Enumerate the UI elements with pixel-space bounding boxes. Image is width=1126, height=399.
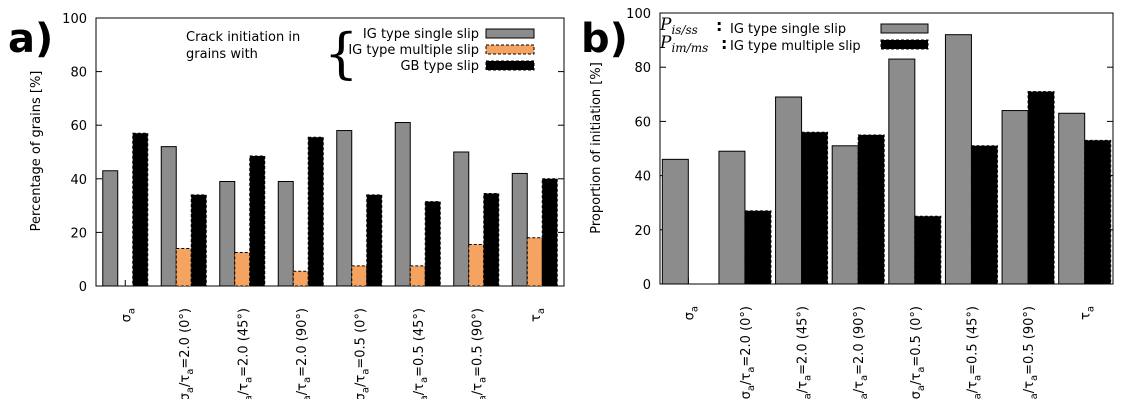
y-tick-label: 20 [634, 224, 651, 239]
plot-frame-p0 [95, 17, 565, 287]
panel-label-b: b) [581, 16, 628, 62]
bar-gb-type-slip-2 [190, 194, 207, 287]
y-tick-label: 60 [634, 115, 651, 130]
bar-ig-type-multiple-slip-6 [970, 145, 998, 285]
bar-ig-type-single-slip-5 [336, 130, 353, 287]
y-tick-label: 40 [70, 173, 87, 188]
bar-ig-type-single-slip-7 [1001, 110, 1029, 285]
legend-label-b-series-1: IG type single slip [730, 22, 846, 37]
bar-ig-type-multiple-slip-3 [801, 131, 829, 285]
bar-ig-type-multiple-slip-3 [234, 252, 251, 287]
x-tick-label: σa/τa=2.0 (90°) [852, 306, 870, 399]
x-tick-label: σa/τa=2.0 (45°) [236, 308, 254, 399]
bar-ig-type-single-slip-2 [718, 150, 746, 285]
bar-ig-type-single-slip-1 [102, 170, 119, 287]
bar-ig-type-multiple-slip-6 [409, 265, 426, 287]
bar-ig-type-multiple-slip-4 [857, 134, 885, 285]
legend-swatch-series-2 [485, 44, 535, 55]
legend-label-series-2: IG type multiple slip [348, 43, 479, 58]
bar-ig-type-multiple-slip-4 [292, 270, 309, 287]
legend-swatch-series-1 [485, 28, 535, 39]
bar-ig-type-multiple-slip-2 [175, 247, 192, 287]
legend-math-1: Pis/ss [659, 15, 698, 37]
bar-ig-type-single-slip-3 [219, 180, 236, 287]
legend-swatch-b-series-1 [880, 23, 929, 34]
bar-ig-type-single-slip-2 [160, 146, 177, 287]
y-tick-label: 80 [70, 66, 87, 81]
x-tick-label: σa/τa=0.5 (45°) [965, 306, 983, 399]
y-tick-label: 0 [79, 280, 87, 295]
x-tick-label: τa [529, 308, 547, 322]
legend-colon-2: : [721, 34, 727, 53]
bar-ig-type-multiple-slip-8 [526, 237, 543, 287]
bar-gb-type-slip-6 [424, 201, 441, 287]
legend-b: Pis/ss : Pim/ms : IG type single slip IG… [659, 15, 929, 55]
bar-gb-type-slip-1 [132, 132, 149, 287]
bar-ig-type-single-slip-4 [831, 145, 859, 285]
bar-ig-type-single-slip-6 [394, 122, 411, 287]
bar-ig-type-multiple-slip-8 [1084, 139, 1112, 285]
x-tick-label: σa/τa=2.0 (0°) [178, 308, 196, 399]
bar-ig-type-multiple-slip-2 [744, 210, 772, 285]
legend-label-b-series-2: IG type multiple slip [730, 39, 861, 54]
legend-colon-1: : [716, 16, 722, 35]
chart-panel-b: b) Proportion of initiation [%] Pis/ss :… [581, 7, 1114, 399]
y-tick-label: 20 [70, 226, 87, 241]
bar-ig-type-single-slip-8 [1058, 112, 1086, 285]
y-tick-label: 40 [634, 170, 651, 185]
legend-swatch-series-3 [485, 60, 535, 71]
x-tick-label: σa/τa=0.5 (90°) [1022, 306, 1040, 399]
bar-ig-type-single-slip-1 [661, 158, 689, 285]
x-tick-label: σa/τa=0.5 (45°) [412, 308, 430, 399]
legend-label-series-3: GB type slip [400, 59, 479, 74]
bar-gb-type-slip-7 [483, 193, 500, 287]
y-tick-label: 60 [70, 119, 87, 134]
legend-math-2: Pim/ms [659, 33, 708, 55]
x-tick-label: σa/τa=2.0 (90°) [295, 308, 313, 399]
legend-title-line2: grains with [186, 47, 258, 62]
bar-ig-type-single-slip-8 [511, 172, 528, 287]
bar-ig-type-single-slip-4 [277, 180, 294, 287]
panel-label-a: a) [8, 16, 53, 62]
y-tick-label: 100 [626, 7, 651, 22]
y-axis-label-b: Proportion of initiation [%] [589, 62, 604, 234]
x-tick-label: σa/τa=2.0 (45°) [796, 306, 814, 399]
legend-brace: { [324, 22, 358, 85]
bar-gb-type-slip-5 [366, 194, 383, 287]
bar-ig-type-multiple-slip-5 [914, 215, 942, 285]
bar-ig-type-single-slip-5 [888, 58, 916, 285]
bar-ig-type-single-slip-3 [775, 96, 803, 285]
x-tick-label: σa [682, 306, 700, 320]
chart-panel-a: a) Percentage of grains [%] Crack initia… [8, 12, 565, 399]
bar-ig-type-multiple-slip-5 [351, 265, 368, 287]
bar-gb-type-slip-8 [541, 178, 558, 287]
bar-ig-type-multiple-slip-7 [1027, 91, 1055, 285]
legend-label-series-1: IG type single slip [363, 27, 479, 42]
y-tick-label: 100 [62, 12, 87, 27]
x-tick-label: σa [119, 308, 137, 322]
bar-gb-type-slip-3 [249, 155, 266, 287]
x-tick-label: σa/τa=0.5 (90°) [470, 308, 488, 399]
legend-a: Crack initiation in grains with { IG typ… [186, 22, 535, 85]
x-tick-label: σa/τa=0.5 (0°) [353, 308, 371, 399]
x-tick-label: σa/τa=2.0 (0°) [739, 306, 757, 399]
bar-ig-type-multiple-slip-7 [468, 243, 485, 287]
bar-ig-type-single-slip-6 [944, 34, 972, 285]
plot-frame-p1 [659, 12, 1114, 285]
x-tick-label: τa [1079, 306, 1097, 320]
legend-swatch-b-series-2 [880, 39, 929, 50]
y-tick-label: 0 [643, 278, 651, 293]
legend-title-line1: Crack initiation in [186, 30, 300, 45]
bar-ig-type-single-slip-7 [453, 151, 470, 287]
y-tick-label: 80 [634, 61, 651, 76]
x-tick-label: σa/τa=0.5 (0°) [909, 306, 927, 399]
bar-gb-type-slip-4 [307, 136, 324, 287]
y-axis-label-a: Percentage of grains [%] [29, 71, 44, 232]
